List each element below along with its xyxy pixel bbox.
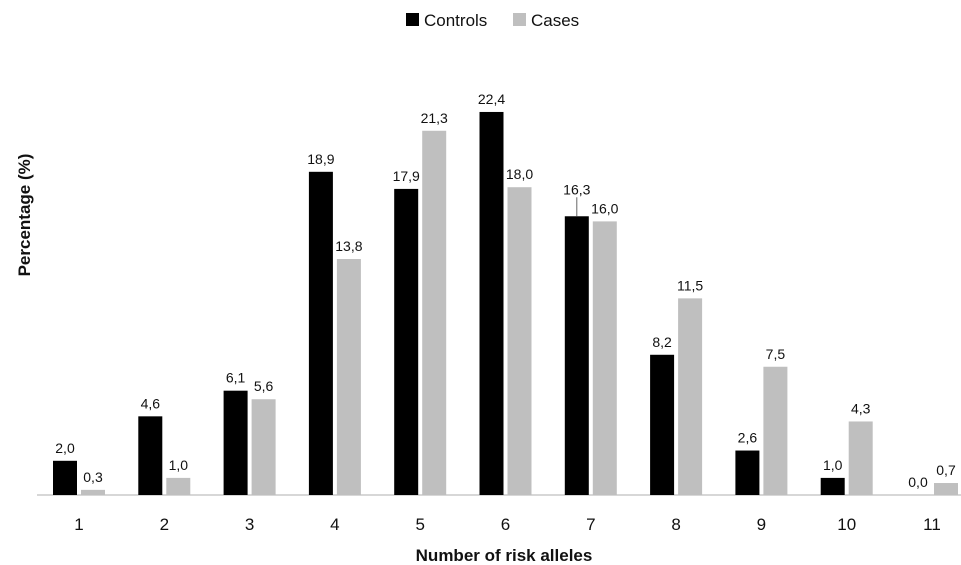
bar-controls-3: [223, 390, 248, 495]
data-label-controls-10: 1,0: [823, 457, 843, 473]
x-tick-label: 10: [837, 515, 856, 534]
bar-controls-2: [138, 416, 163, 495]
y-axis-title: Percentage (%): [15, 154, 34, 277]
x-tick-labels: 1 2 3 4 5 6 7 8 9 10 11: [74, 515, 941, 534]
bar-cases-2: [166, 477, 191, 495]
x-tick-label: 9: [757, 515, 766, 534]
bar-cases-5: [422, 130, 447, 495]
bar-controls-4: [308, 171, 333, 495]
data-label-cases-2: 1,0: [169, 457, 189, 473]
bar-cases-4: [336, 259, 361, 495]
bar-controls-8: [650, 354, 675, 495]
bars: [53, 111, 958, 496]
data-label-cases-1: 0,3: [83, 469, 103, 485]
legend-label-cases: Cases: [531, 11, 579, 30]
x-tick-label: 4: [330, 515, 339, 534]
data-label-controls-4: 18,9: [307, 151, 334, 167]
x-tick-label: 3: [245, 515, 254, 534]
bar-cases-10: [848, 421, 873, 495]
bar-cases-7: [592, 221, 617, 495]
bar-cases-3: [251, 399, 276, 495]
x-tick-label: 1: [74, 515, 83, 534]
bar-controls-7: [564, 216, 589, 495]
bar-cases-9: [763, 366, 788, 495]
x-axis-title: Number of risk alleles: [416, 546, 593, 565]
data-label-cases-10: 4,3: [851, 400, 871, 416]
data-label-cases-11: 0,7: [936, 462, 956, 478]
bar-controls-10: [820, 477, 845, 495]
bar-controls-6: [479, 111, 504, 496]
x-tick-label: 8: [671, 515, 680, 534]
legend-swatch-cases: [513, 13, 526, 26]
legend: Controls Cases: [406, 11, 579, 30]
bar-controls-9: [735, 450, 760, 495]
data-label-cases-6: 18,0: [506, 166, 533, 182]
data-label-cases-5: 21,3: [421, 110, 448, 126]
data-label-controls-8: 8,2: [652, 334, 672, 350]
x-tick-label: 5: [415, 515, 424, 534]
data-label-controls-1: 2,0: [55, 440, 75, 456]
data-label-controls-11: 0,0: [908, 474, 928, 490]
data-label-controls-5: 17,9: [393, 168, 420, 184]
legend-swatch-controls: [406, 13, 419, 26]
data-label-controls-6: 22,4: [478, 91, 505, 107]
data-label-controls-7: 16,3: [563, 181, 590, 197]
data-label-controls-2: 4,6: [141, 395, 161, 411]
bar-cases-6: [507, 187, 532, 495]
data-label-cases-3: 5,6: [254, 378, 274, 394]
data-label-cases-8: 11,5: [677, 277, 703, 293]
legend-label-controls: Controls: [424, 11, 487, 30]
bar-controls-5: [394, 188, 419, 495]
x-tick-label: 11: [923, 515, 941, 534]
bar-cases-1: [81, 489, 105, 495]
x-tick-label: 2: [160, 515, 169, 534]
bar-controls-1: [53, 460, 77, 495]
data-label-cases-4: 13,8: [335, 238, 362, 254]
bar-cases-8: [678, 298, 703, 495]
data-label-cases-7: 16,0: [591, 200, 618, 216]
x-tick-label: 6: [501, 515, 510, 534]
data-labels: 2,0 0,3 4,6 1,0 6,1 5,6 18,9 13,8 17,9 21,3 22,4 18…: [55, 91, 956, 490]
x-tick-label: 7: [586, 515, 595, 534]
data-label-cases-9: 7,5: [766, 346, 786, 362]
bar-cases-11: [934, 483, 958, 495]
data-label-controls-3: 6,1: [226, 370, 246, 386]
data-label-controls-9: 2,6: [738, 430, 758, 446]
